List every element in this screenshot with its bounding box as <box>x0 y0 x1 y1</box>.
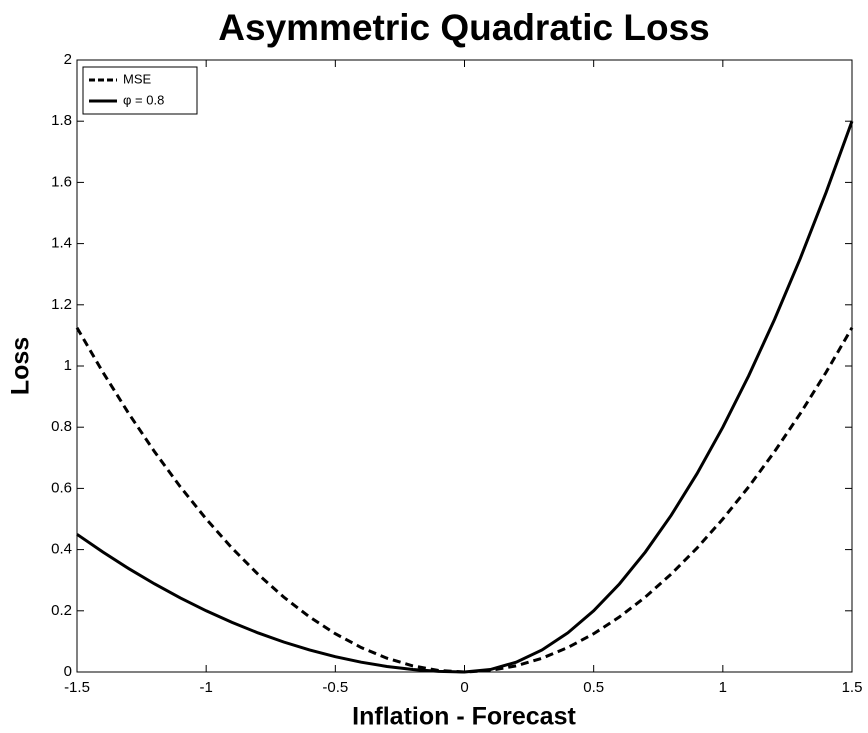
y-tick-label: 1.4 <box>51 235 72 252</box>
x-tick-label: -1 <box>199 679 212 696</box>
legend-label: φ = 0.8 <box>123 92 164 107</box>
legend-label: MSE <box>123 71 152 86</box>
x-tick-label: 0 <box>460 679 468 696</box>
x-tick-label: 0.5 <box>583 679 604 696</box>
y-tick-label: 1.8 <box>51 112 72 129</box>
x-tick-label: 1 <box>719 679 727 696</box>
x-tick-label: -0.5 <box>322 679 348 696</box>
y-tick-label: 0.6 <box>51 479 72 496</box>
y-tick-label: 1 <box>64 357 72 374</box>
y-tick-label: 1.2 <box>51 296 72 313</box>
x-axis-label: Inflation - Forecast <box>352 703 576 731</box>
series-line <box>76 120 854 674</box>
y-tick-label: 1.6 <box>51 173 72 190</box>
chart-title: Asymmetric Quadratic Loss <box>218 7 709 48</box>
y-axis-label: Loss <box>7 337 35 395</box>
y-tick-label: 0.8 <box>51 418 72 435</box>
legend-box <box>82 66 198 115</box>
x-tick-label: 1.5 <box>842 679 863 696</box>
y-tick-label: 0.2 <box>51 602 72 619</box>
y-tick-label: 2 <box>64 51 72 68</box>
y-tick-label: 0 <box>64 663 72 680</box>
y-tick-label: 0.4 <box>51 541 72 558</box>
x-tick-label: -1.5 <box>64 679 90 696</box>
